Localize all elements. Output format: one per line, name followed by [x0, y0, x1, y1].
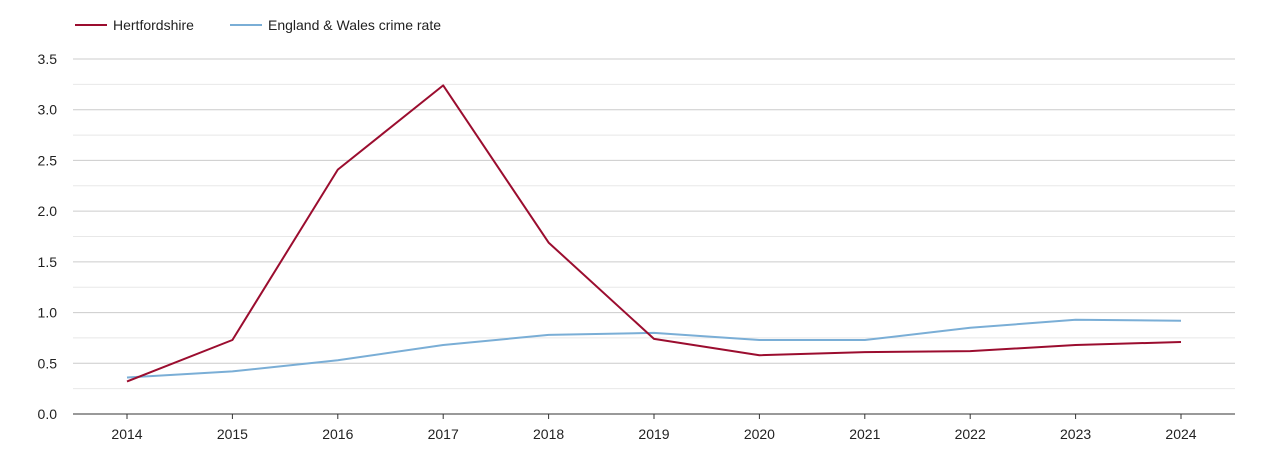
y-tick-label: 1.0: [38, 305, 58, 321]
x-tick-label: 2014: [111, 426, 142, 442]
series-line-england-wales: [126, 318, 1182, 379]
y-axis: 0.0 0.5 1.0 1.5 2.0 2.5 3.0 3.5: [38, 51, 58, 422]
x-tick-label: 2015: [217, 426, 248, 442]
x-tick-label: 2023: [1060, 426, 1091, 442]
y-tick-label: 2.5: [38, 152, 58, 168]
y-tick-label: 3.5: [38, 51, 58, 67]
y-tick-label: 2.0: [38, 203, 58, 219]
x-axis: 2014 2015 2016 2017 2018 2019 2020 2021 2022 2023…: [73, 413, 1235, 442]
x-tick-label: 2021: [849, 426, 880, 442]
x-tick-label: 2018: [533, 426, 564, 442]
series-lines: [126, 84, 1182, 383]
y-tick-label: 1.5: [38, 254, 58, 270]
legend: Hertfordshire England & Wales crime rate: [75, 17, 441, 33]
x-tick-label: 2022: [955, 426, 986, 442]
legend-label: England & Wales crime rate: [268, 17, 441, 33]
x-tick-label: 2019: [638, 426, 669, 442]
x-tick-label: 2017: [428, 426, 459, 442]
x-tick-label: 2020: [744, 426, 775, 442]
x-tick-label: 2016: [322, 426, 353, 442]
x-tick-label: 2024: [1165, 426, 1196, 442]
series-line-hertfordshire: [126, 84, 1182, 383]
y-tick-label: 0.0: [38, 406, 58, 422]
y-tick-label: 0.5: [38, 355, 58, 371]
legend-label: Hertfordshire: [113, 17, 194, 33]
y-tick-label: 3.0: [38, 102, 58, 118]
